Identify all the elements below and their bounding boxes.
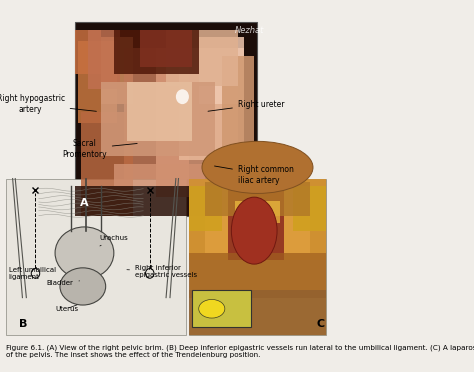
Text: Right common
iliac artery: Right common iliac artery bbox=[215, 165, 294, 185]
Text: Left umbilical
ligament: Left umbilical ligament bbox=[9, 267, 56, 280]
Text: Bladder: Bladder bbox=[46, 280, 80, 286]
Bar bbox=[124, 48, 189, 179]
Bar bbox=[189, 253, 326, 298]
Ellipse shape bbox=[55, 227, 114, 279]
Bar bbox=[75, 186, 257, 216]
Bar bbox=[189, 290, 326, 335]
Bar bbox=[205, 182, 310, 216]
Text: C: C bbox=[316, 319, 324, 329]
Bar bbox=[179, 48, 245, 160]
Bar bbox=[192, 290, 251, 327]
Ellipse shape bbox=[60, 268, 106, 305]
Text: Uterus: Uterus bbox=[55, 305, 78, 312]
Bar bbox=[78, 41, 117, 123]
Bar bbox=[75, 30, 101, 74]
Bar bbox=[189, 179, 326, 335]
Bar bbox=[127, 82, 192, 141]
Text: Sacral
Promentory: Sacral Promentory bbox=[62, 139, 137, 158]
Bar bbox=[235, 201, 280, 223]
Bar bbox=[114, 164, 205, 186]
Bar bbox=[189, 179, 326, 260]
Bar bbox=[228, 186, 283, 260]
Bar bbox=[205, 186, 310, 253]
Text: Figure 6.1. (A) View of the right pelvic brim. (B) Deep inferior epigastric vess: Figure 6.1. (A) View of the right pelvic… bbox=[6, 344, 474, 357]
Bar bbox=[6, 179, 186, 335]
Text: Nezhat: Nezhat bbox=[235, 26, 264, 35]
Bar bbox=[101, 37, 133, 104]
Bar bbox=[189, 186, 221, 231]
Bar bbox=[81, 112, 133, 216]
Text: B: B bbox=[19, 319, 27, 329]
Ellipse shape bbox=[202, 141, 313, 193]
Bar bbox=[114, 30, 199, 74]
Ellipse shape bbox=[199, 299, 225, 318]
Ellipse shape bbox=[231, 197, 277, 264]
Bar bbox=[140, 30, 192, 67]
Bar bbox=[199, 37, 245, 104]
Text: A: A bbox=[80, 198, 88, 208]
Bar bbox=[156, 48, 238, 197]
Text: Right hypogastric
artery: Right hypogastric artery bbox=[0, 94, 96, 114]
Bar bbox=[75, 22, 257, 216]
Bar bbox=[221, 56, 254, 186]
Bar bbox=[166, 30, 238, 86]
Bar bbox=[88, 30, 120, 89]
Bar bbox=[293, 186, 326, 231]
Text: Right ureter: Right ureter bbox=[208, 100, 284, 111]
Bar bbox=[101, 82, 215, 156]
Ellipse shape bbox=[176, 89, 189, 104]
Text: Right inferior
epigastric vessels: Right inferior epigastric vessels bbox=[127, 265, 197, 278]
Text: Urachus: Urachus bbox=[99, 235, 128, 246]
